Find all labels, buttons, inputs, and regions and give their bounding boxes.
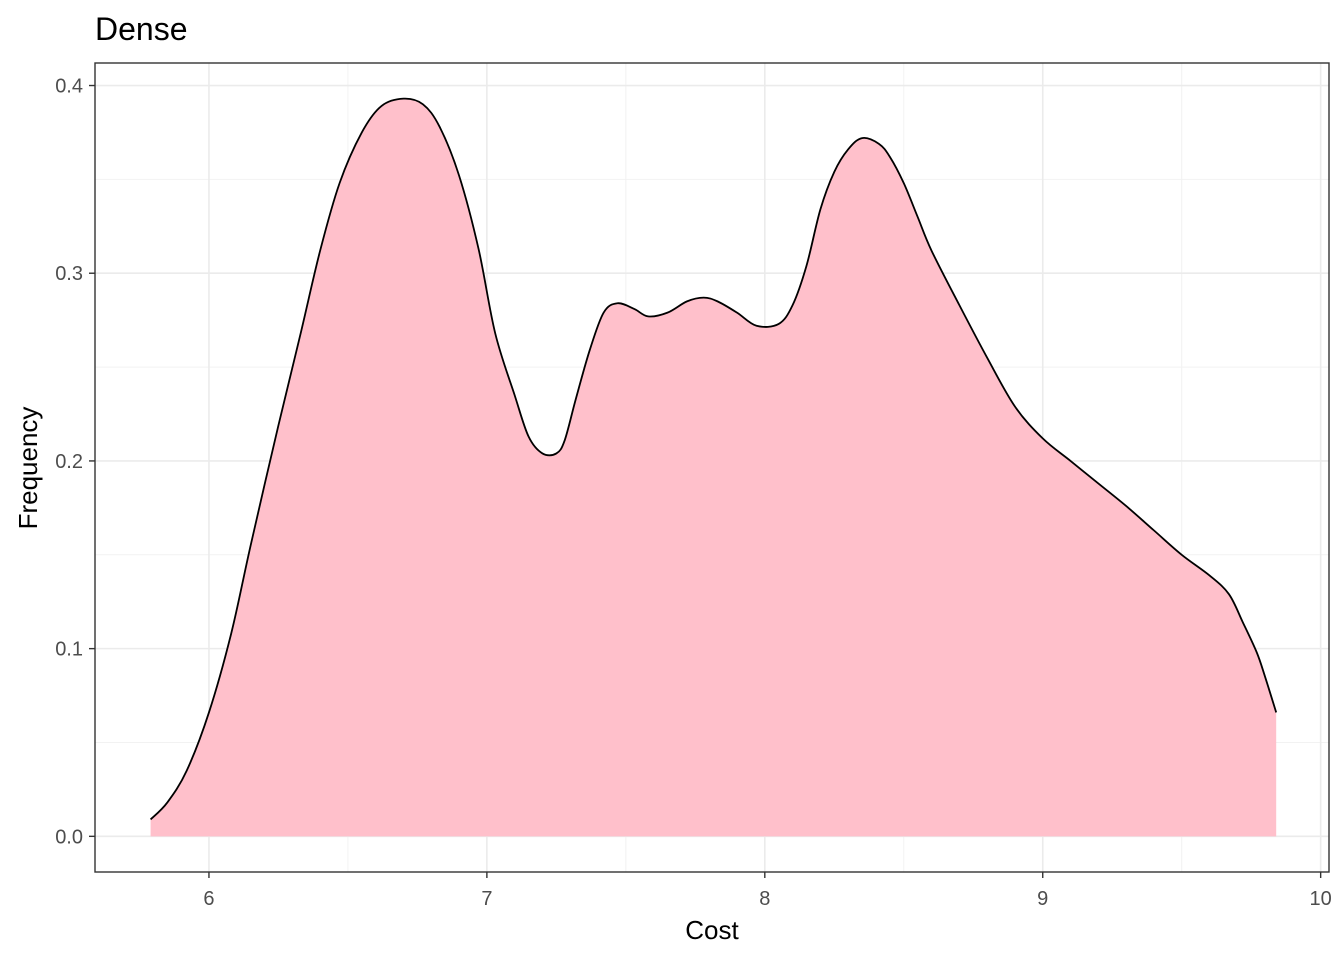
y-axis-title: Frequency bbox=[13, 407, 43, 530]
plot-panel-border bbox=[94, 62, 1330, 873]
x-tick-label: 9 bbox=[1037, 888, 1048, 910]
x-axis-title: Cost bbox=[685, 915, 739, 945]
density-area bbox=[150, 98, 1277, 837]
chart-title: Dense bbox=[95, 11, 188, 47]
y-tick-label: 0.0 bbox=[55, 826, 83, 848]
y-axis: 0.0 0.1 0.2 0.3 0.4 bbox=[55, 76, 95, 848]
density-outline bbox=[149, 97, 1278, 821]
y-tick-label: 0.1 bbox=[55, 639, 83, 661]
x-tick-label: 6 bbox=[203, 888, 214, 910]
y-tick-label: 0.2 bbox=[55, 451, 83, 473]
x-tick-label: 7 bbox=[481, 888, 492, 910]
y-tick-label: 0.4 bbox=[55, 76, 83, 98]
y-tick-label: 0.3 bbox=[55, 263, 83, 285]
x-axis: 6 7 8 9 10 bbox=[203, 872, 1332, 910]
x-tick-label: 8 bbox=[759, 888, 770, 910]
x-tick-label: 10 bbox=[1310, 888, 1332, 910]
